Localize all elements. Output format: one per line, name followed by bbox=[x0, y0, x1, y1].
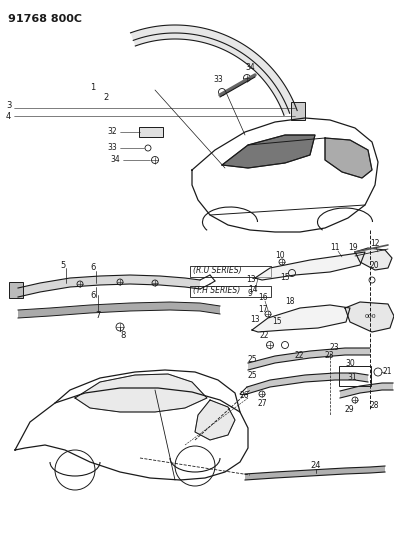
Text: 27: 27 bbox=[258, 399, 268, 408]
Text: 23: 23 bbox=[330, 343, 340, 352]
Text: 91768 800C: 91768 800C bbox=[8, 14, 82, 24]
Text: 9: 9 bbox=[248, 288, 253, 297]
Text: 1: 1 bbox=[90, 83, 95, 92]
Polygon shape bbox=[255, 252, 365, 280]
Text: 33: 33 bbox=[213, 76, 223, 85]
Text: 25: 25 bbox=[248, 370, 258, 379]
Polygon shape bbox=[130, 25, 297, 115]
Text: 15: 15 bbox=[272, 318, 282, 327]
Text: 26: 26 bbox=[240, 391, 250, 400]
Polygon shape bbox=[340, 383, 393, 398]
Text: 24: 24 bbox=[310, 462, 320, 471]
Text: 3: 3 bbox=[6, 101, 11, 110]
Text: 23: 23 bbox=[325, 351, 335, 359]
Polygon shape bbox=[247, 373, 368, 394]
Text: 33: 33 bbox=[107, 143, 117, 152]
Text: 2: 2 bbox=[103, 93, 108, 101]
Text: 6: 6 bbox=[90, 290, 95, 300]
Polygon shape bbox=[18, 275, 200, 297]
Polygon shape bbox=[355, 248, 392, 270]
Polygon shape bbox=[252, 305, 350, 332]
Text: 34: 34 bbox=[110, 156, 120, 165]
Text: 7: 7 bbox=[95, 311, 100, 319]
Polygon shape bbox=[18, 302, 220, 318]
Text: 22: 22 bbox=[295, 351, 305, 359]
Text: 13: 13 bbox=[250, 316, 260, 325]
Text: 16: 16 bbox=[258, 294, 268, 303]
Text: 32: 32 bbox=[107, 127, 117, 136]
Text: 11: 11 bbox=[330, 244, 340, 253]
Polygon shape bbox=[248, 348, 370, 370]
Text: 000: 000 bbox=[365, 313, 377, 319]
Polygon shape bbox=[195, 400, 235, 440]
Text: 4: 4 bbox=[6, 112, 11, 121]
Text: 20: 20 bbox=[370, 261, 380, 270]
Text: 31: 31 bbox=[347, 374, 357, 383]
Text: 5: 5 bbox=[60, 261, 65, 270]
Text: 14: 14 bbox=[248, 285, 258, 294]
Polygon shape bbox=[222, 135, 315, 168]
Text: 13: 13 bbox=[246, 276, 256, 285]
Polygon shape bbox=[245, 466, 385, 480]
Polygon shape bbox=[75, 374, 207, 412]
Text: 17: 17 bbox=[258, 305, 268, 314]
Text: 15: 15 bbox=[280, 273, 290, 282]
Text: (T.H SERIES): (T.H SERIES) bbox=[193, 287, 240, 295]
Text: 19: 19 bbox=[348, 243, 358, 252]
Text: 21: 21 bbox=[383, 367, 392, 376]
FancyBboxPatch shape bbox=[9, 282, 23, 298]
Text: 18: 18 bbox=[285, 297, 294, 306]
Text: 10: 10 bbox=[275, 251, 284, 260]
Text: 22: 22 bbox=[260, 330, 269, 340]
Polygon shape bbox=[325, 138, 372, 178]
Text: 30: 30 bbox=[345, 359, 355, 367]
Text: 6: 6 bbox=[90, 263, 95, 272]
Text: 25: 25 bbox=[248, 356, 258, 365]
Text: 8: 8 bbox=[120, 330, 125, 340]
FancyBboxPatch shape bbox=[139, 127, 163, 137]
Polygon shape bbox=[345, 302, 394, 332]
Text: 12: 12 bbox=[370, 239, 379, 248]
Text: (R.U SERIES): (R.U SERIES) bbox=[193, 266, 242, 276]
Text: 28: 28 bbox=[370, 400, 379, 409]
Text: 34: 34 bbox=[245, 63, 255, 72]
Text: 29: 29 bbox=[345, 406, 355, 415]
FancyBboxPatch shape bbox=[291, 102, 305, 119]
